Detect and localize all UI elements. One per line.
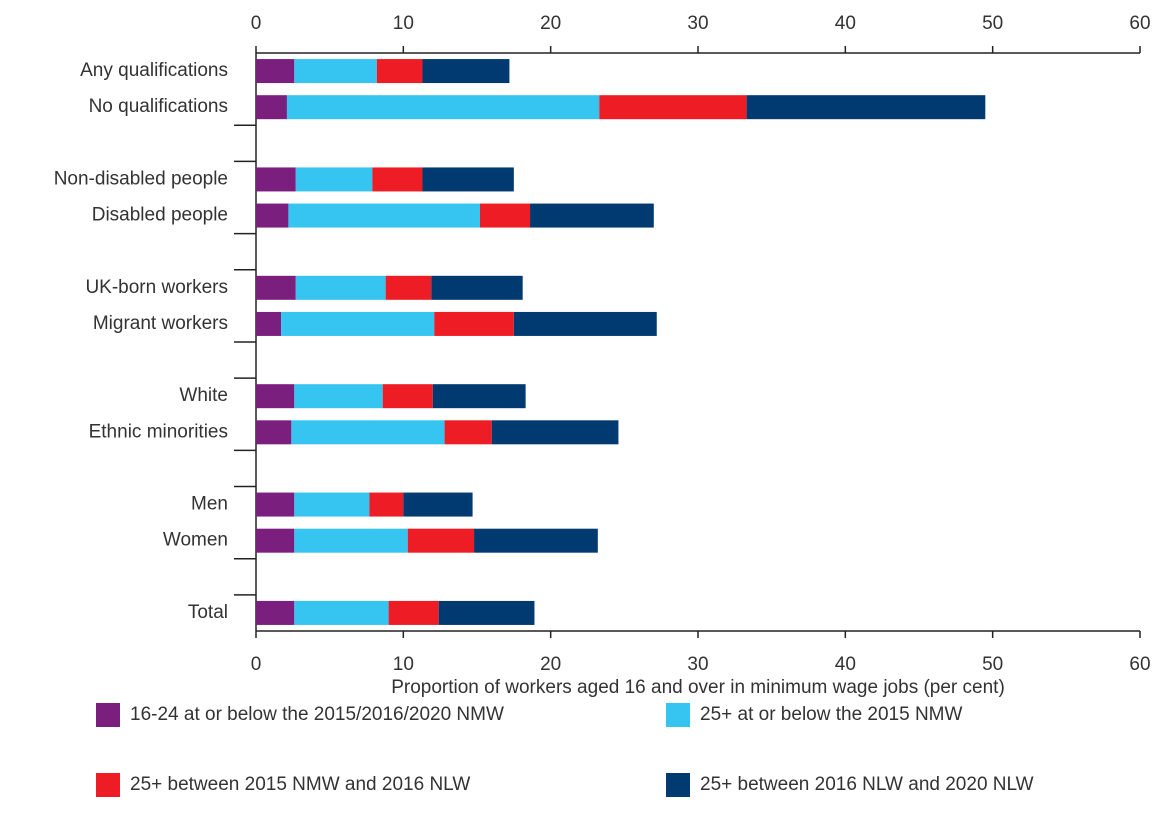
bar-segment — [376, 59, 423, 84]
bar-segment — [513, 311, 657, 336]
bar-segment — [372, 167, 423, 192]
x-tick-label: 30 — [687, 654, 708, 675]
bar-segment — [294, 59, 377, 84]
bar-segment — [407, 528, 475, 553]
bar-segment — [256, 203, 289, 228]
bar-segment — [438, 600, 535, 625]
y-tick-label: Total — [188, 602, 228, 623]
legend-swatch — [666, 773, 690, 797]
bar-segment — [295, 167, 373, 192]
bar-segment — [256, 311, 282, 336]
y-tick-label: No qualifications — [89, 96, 228, 117]
bar-segment — [256, 167, 296, 192]
bar-segment — [294, 384, 383, 409]
bar-segment — [288, 203, 480, 228]
x-axis-title: Proportion of workers aged 16 and over i… — [391, 677, 1005, 698]
legend-label: 25+ between 2015 NMW and 2016 NLW — [130, 774, 470, 795]
bar-segment — [599, 95, 747, 120]
bar-segment — [256, 600, 295, 625]
bar-segment — [382, 384, 433, 409]
y-tick-label: Women — [163, 530, 228, 551]
bar-segment — [294, 528, 408, 553]
x-tick-label-top: 0 — [251, 13, 262, 34]
bar-segment — [491, 420, 619, 445]
x-tick-label-top: 50 — [982, 13, 1003, 34]
bar-segment — [474, 528, 598, 553]
bar-segment — [444, 420, 492, 445]
bar-segment — [422, 167, 514, 192]
y-tick-label: Migrant workers — [93, 313, 228, 334]
bar-segment — [369, 492, 404, 517]
bar-segment — [434, 311, 514, 336]
bar-segment — [295, 275, 386, 300]
legend-label: 25+ between 2016 NLW and 2020 NLW — [700, 774, 1034, 795]
y-tick-label: Disabled people — [92, 205, 228, 226]
bar-segment — [479, 203, 531, 228]
legend-label: 25+ at or below the 2015 NMW — [700, 704, 963, 725]
bar-segment — [746, 95, 986, 120]
x-tick-label: 40 — [835, 654, 856, 675]
bar-segment — [403, 492, 473, 517]
bar-segment — [431, 275, 523, 300]
y-tick-label: Ethnic minorities — [89, 421, 228, 442]
bar-segment — [432, 384, 526, 409]
bar-segment — [422, 59, 510, 84]
bar-segment — [256, 492, 295, 517]
bar-segment — [530, 203, 654, 228]
x-tick-label-top: 40 — [835, 13, 856, 34]
bar-segment — [385, 275, 432, 300]
x-tick-label-top: 10 — [393, 13, 414, 34]
legend-swatch — [96, 703, 120, 727]
x-tick-label: 10 — [393, 654, 414, 675]
y-tick-label: Non-disabled people — [54, 168, 228, 189]
bar-segment — [256, 384, 295, 409]
y-tick-label: Men — [191, 494, 228, 515]
y-tick-label: White — [179, 385, 228, 406]
y-tick-label: UK-born workers — [85, 277, 228, 298]
legend-swatch — [96, 773, 120, 797]
x-tick-label-top: 60 — [1129, 13, 1150, 34]
x-tick-label-top: 20 — [540, 13, 561, 34]
legend-swatch — [666, 703, 690, 727]
bar-segment — [291, 420, 445, 445]
bar-segment — [256, 420, 292, 445]
bar-segment — [256, 528, 295, 553]
x-tick-label: 20 — [540, 654, 561, 675]
x-tick-label-top: 30 — [687, 13, 708, 34]
bar-segment — [256, 95, 287, 120]
bar-segment — [388, 600, 439, 625]
x-tick-label: 60 — [1129, 654, 1150, 675]
y-tick-label: Any qualifications — [80, 60, 228, 81]
bar-segment — [294, 600, 389, 625]
legend-label: 16-24 at or below the 2015/2016/2020 NMW — [130, 704, 504, 725]
bar-segment — [294, 492, 370, 517]
bar-segment — [281, 311, 435, 336]
x-tick-label: 50 — [982, 654, 1003, 675]
bar-segment — [286, 95, 600, 120]
x-tick-label: 0 — [251, 654, 262, 675]
bar-segment — [256, 59, 295, 84]
bar-segment — [256, 275, 296, 300]
